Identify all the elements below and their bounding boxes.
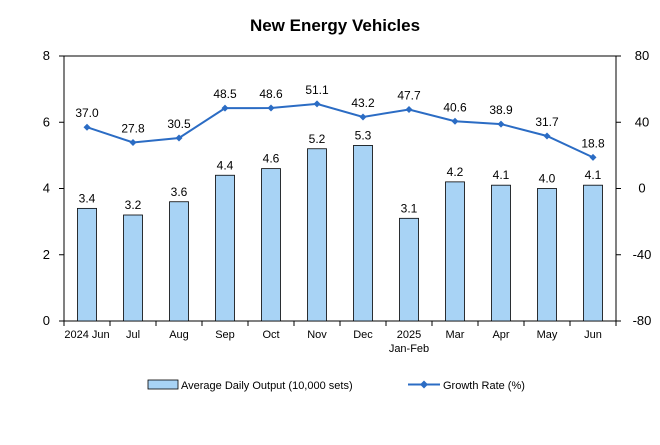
- line-marker: [451, 117, 459, 125]
- x-axis: 2024 Jun Jul Aug Sep Oct Nov Dec 2025 Jan-Feb Mar…: [63, 321, 617, 355]
- bar-value-label: 5.2: [309, 132, 326, 146]
- bar: [583, 184, 603, 322]
- line-marker: [221, 104, 229, 112]
- bar: [445, 181, 465, 322]
- bar: [77, 207, 97, 322]
- x-tick-label: Jul: [126, 329, 140, 341]
- bar-value-label: 4.2: [447, 165, 464, 179]
- x-tick-label: Sep: [215, 329, 235, 341]
- legend: Average Daily Output (10,000 sets) Growt…: [147, 379, 525, 392]
- line-value-label: 48.6: [259, 87, 283, 101]
- bar: [169, 201, 189, 322]
- chart-title: New Energy Vehicles: [250, 16, 420, 35]
- x-tick-label: Dec: [353, 329, 373, 341]
- line-marker: [359, 113, 367, 121]
- line-value-label: 31.7: [535, 115, 559, 129]
- line-value-label: 27.8: [121, 121, 145, 135]
- x-tick-label: 2025 Jan-Feb: [389, 329, 429, 355]
- right-tick-label: -40: [633, 247, 652, 262]
- left-tick-label: 8: [43, 48, 50, 63]
- bar: [307, 148, 327, 322]
- left-tick-label: 0: [43, 313, 50, 328]
- bar-value-label: 4.1: [585, 168, 602, 182]
- bar: [537, 188, 557, 322]
- bar: [353, 145, 373, 322]
- right-tick-label: 40: [635, 114, 649, 129]
- line-series: [83, 100, 597, 161]
- right-tick-label: -80: [633, 313, 652, 328]
- x-tick-label: Mar: [446, 329, 465, 341]
- line-marker: [83, 123, 91, 131]
- legend-line-marker: [420, 380, 428, 389]
- line-marker: [175, 134, 183, 142]
- line-marker: [313, 100, 321, 108]
- right-tick-label: 80: [635, 48, 649, 63]
- bar: [123, 214, 143, 322]
- x-tick-label: Oct: [262, 329, 279, 341]
- legend-bar-swatch: [147, 379, 179, 390]
- line-value-label: 18.8: [581, 136, 605, 150]
- bar-value-label: 3.2: [125, 198, 142, 212]
- bar: [215, 174, 235, 322]
- bar: [261, 168, 281, 322]
- bar: [399, 217, 419, 322]
- bar-data-labels: 3.4 3.2 3.6 4.4 4.6 5.2 5.3 3.1 4.2 4.1 4.0 4.1: [79, 128, 602, 215]
- line-value-label: 51.1: [305, 83, 329, 97]
- line-value-label: 47.7: [397, 88, 421, 102]
- line-marker: [267, 104, 275, 112]
- bar-value-label: 4.0: [539, 172, 556, 186]
- line-marker: [497, 120, 505, 128]
- line-marker: [589, 153, 597, 161]
- line-value-label: 37.0: [75, 106, 99, 120]
- right-tick-label: 0: [638, 181, 645, 196]
- left-tick-label: 6: [43, 114, 50, 129]
- bar-value-label: 3.1: [401, 201, 418, 215]
- bar-value-label: 4.1: [493, 168, 510, 182]
- growth-rate-line: [86, 102, 594, 159]
- line-value-label: 43.2: [351, 96, 375, 110]
- line-value-label: 40.6: [443, 100, 467, 114]
- bar-series: [77, 145, 603, 322]
- right-axis: -80 -40 0 40 80: [616, 48, 651, 328]
- line-marker: [543, 132, 551, 140]
- bar-value-label: 5.3: [355, 128, 372, 142]
- legend-line-label: Growth Rate (%): [443, 380, 525, 392]
- bar-value-label: 3.6: [171, 185, 188, 199]
- line-value-label: 48.5: [213, 87, 237, 101]
- bar-value-label: 4.4: [217, 158, 234, 172]
- x-tick-label: Jun: [584, 329, 602, 341]
- x-tick-label: 2024 Jun: [64, 329, 109, 341]
- bar-value-label: 4.6: [263, 152, 280, 166]
- bar-value-label: 3.4: [79, 191, 96, 205]
- line-value-label: 30.5: [167, 117, 191, 131]
- plot-frame: [63, 55, 617, 322]
- line-marker: [129, 138, 137, 146]
- x-tick-label: Aug: [169, 329, 189, 341]
- x-tick-label: Apr: [492, 329, 509, 341]
- line-data-labels: 37.0 27.8 30.5 48.5 48.6 51.1 43.2 47.7 40.6 38.9…: [75, 83, 605, 150]
- line-marker: [405, 105, 413, 113]
- line-value-label: 38.9: [489, 103, 513, 117]
- legend-bar-label: Average Daily Output (10,000 sets): [181, 380, 353, 392]
- left-tick-label: 2: [43, 247, 50, 262]
- x-tick-label: May: [537, 329, 558, 341]
- bar: [491, 184, 511, 322]
- left-axis: 0 2 4 6 8: [43, 48, 64, 328]
- left-tick-label: 4: [43, 181, 50, 196]
- x-tick-label: Nov: [307, 329, 327, 341]
